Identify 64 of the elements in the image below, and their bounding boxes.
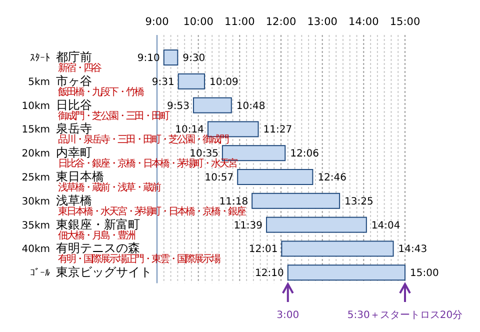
bar <box>178 73 206 90</box>
annotation: 13:25 <box>344 196 374 208</box>
annotation: 11:39 <box>234 220 263 232</box>
annotation: 浅草橋・蔵前・浅草・蔵前 <box>58 182 162 194</box>
x-tick-label: 14:00 <box>348 16 379 28</box>
annotation: 有明・国際展示場正門・東雲・国際展示場 <box>58 253 221 266</box>
bar <box>287 264 406 281</box>
y-tick-label: 浅草橋 <box>56 193 92 208</box>
y2-tick-label: ｺﾞｰﾙ <box>30 267 50 280</box>
annotation: 10:09 <box>210 76 238 88</box>
y-tick-label: 東銀座・新富町 <box>56 217 140 232</box>
annotation: 12:10 <box>255 268 284 280</box>
annotation: 12:46 <box>318 172 347 184</box>
y2-tick-label: 35km <box>22 220 50 232</box>
y2-tick-label: 10km <box>22 100 50 112</box>
annotation: 御成門・芝公園・三田・田町 <box>58 110 170 122</box>
y2-tick-label: 5km <box>28 76 50 88</box>
annotation: 品川・泉岳寺・三田・田町・芝公園・御成門 <box>58 134 230 146</box>
annotation: 11:27 <box>263 124 292 136</box>
annotation: 3:00 <box>276 310 300 321</box>
y-tick-label: 日比谷 <box>56 98 92 112</box>
bar <box>252 192 340 209</box>
annotation: 11:18 <box>219 196 248 208</box>
bar <box>237 169 314 185</box>
x-tick-label: 12:00 <box>266 16 296 28</box>
y2-tick-label: 40km <box>22 244 50 256</box>
annotation: 12:01 <box>248 244 278 256</box>
annotation: 9:30 <box>182 53 206 64</box>
x-tick-label: 11:00 <box>224 16 255 28</box>
annotation: 9:10 <box>137 53 160 64</box>
annotation: 東日本橋・水天宮・茅場町・日本橋・京橋・銀座 <box>58 205 246 218</box>
text: 佃大橋・月島・豊洲 <box>58 229 136 242</box>
y2-tick-label: 30km <box>22 196 50 208</box>
annotation: 10:57 <box>204 172 234 184</box>
x-tick-label: 13:00 <box>307 16 338 28</box>
y-tick-label: 東日本橋 <box>56 170 104 184</box>
x-tick-label: 10:00 <box>183 16 214 28</box>
y-tick-label: 東京ビッグサイト <box>56 265 152 280</box>
bar <box>266 216 367 233</box>
x-tick-label: 9:00 <box>145 16 169 28</box>
bar <box>193 97 232 114</box>
annotation: 10:35 <box>190 148 218 160</box>
annotation: 9:53 <box>167 100 190 112</box>
y-tick-label: 有明テニスの森 <box>56 241 140 256</box>
x-tick-label: 15:00 <box>390 16 420 28</box>
annotation: 日比谷・銀座・京橋・日本橋・茅場町・水天宮 <box>58 158 238 170</box>
text: 新宿・四谷 <box>58 62 102 74</box>
annotation: 10:48 <box>236 100 266 112</box>
annotation: 14:43 <box>398 244 428 256</box>
bar <box>281 240 394 257</box>
annotation: 12:06 <box>290 148 319 160</box>
y2-tick-label: 15km <box>22 124 50 136</box>
y2-tick-label: 20km <box>22 148 50 160</box>
bar <box>163 50 178 66</box>
annotation: 5:30＋スタートロス20分 <box>347 309 463 321</box>
y2-tick-label: 25km <box>22 172 50 184</box>
annotation: 9:31 <box>152 76 174 88</box>
annotation: 10:14 <box>175 124 204 136</box>
annotation: 15:00 <box>410 268 439 280</box>
annotation: 14:04 <box>371 220 400 232</box>
y2-tick-label: ｽﾀｰﾄ <box>30 53 50 64</box>
y-tick-label: 都庁前 <box>56 50 92 64</box>
y-tick-label: 市ヶ谷 <box>56 74 92 88</box>
text: 飯田橋・九段下・竹橋 <box>58 86 144 98</box>
